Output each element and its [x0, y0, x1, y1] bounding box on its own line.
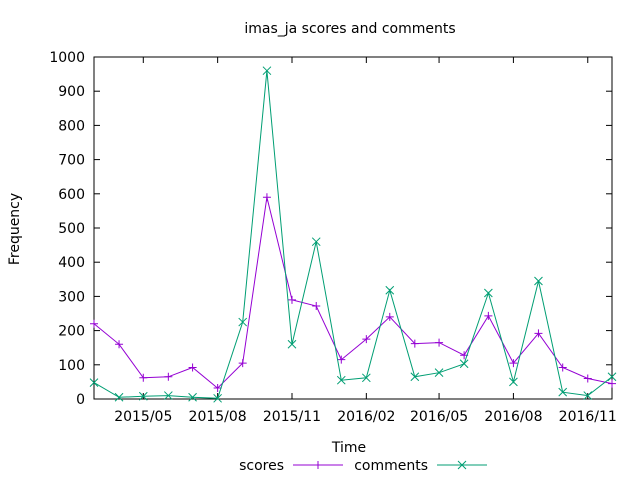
data-point-scores	[287, 295, 296, 304]
y-tick-label: 800	[58, 118, 85, 134]
data-point-scores	[558, 363, 567, 372]
data-point-scores	[188, 363, 197, 372]
y-tick-label: 100	[58, 358, 85, 374]
data-point-comments	[583, 391, 593, 400]
data-point-scores	[385, 312, 394, 321]
data-point-scores	[262, 193, 271, 202]
data-point-scores	[337, 355, 346, 364]
data-point-scores	[213, 384, 222, 393]
data-point-comments	[89, 378, 99, 387]
y-axis-label: Frequency	[7, 193, 23, 265]
x-tick-label: 2015/08	[189, 409, 247, 425]
data-point-comments	[459, 359, 469, 369]
x-axis-label: Time	[331, 440, 366, 456]
data-point-comments	[361, 373, 371, 383]
y-tick-label: 900	[58, 84, 85, 100]
legend-label-scores: scores	[239, 458, 284, 474]
legend: scores comments	[239, 458, 487, 474]
data-point-comments	[434, 368, 444, 378]
x-tick-label: 2015/11	[263, 409, 321, 425]
y-tick-label: 0	[76, 392, 85, 408]
x-tick-label: 2016/08	[484, 409, 542, 425]
data-point-scores	[238, 359, 247, 368]
data-point-scores	[410, 339, 419, 348]
series-scores	[90, 193, 616, 393]
y-tick-label: 600	[58, 187, 85, 203]
y-tick-label: 300	[58, 289, 85, 305]
data-point-scores	[312, 301, 321, 310]
data-point-scores	[484, 311, 493, 320]
x-tick-label: 2015/05	[114, 409, 172, 425]
x-tick-label: 2016/11	[559, 409, 617, 425]
series-line-comments	[93, 70, 613, 399]
series-line-scores	[93, 197, 613, 389]
data-point-comments	[238, 317, 248, 327]
data-point-scores	[583, 374, 592, 383]
legend-label-comments: comments	[354, 458, 428, 474]
data-point-comments	[213, 393, 222, 403]
data-point-scores	[164, 372, 173, 381]
y-tick-label: 500	[58, 221, 85, 237]
data-point-comments	[336, 375, 346, 385]
data-point-comments	[410, 372, 420, 382]
data-point-scores	[139, 373, 148, 382]
legend-item-scores: scores	[239, 458, 343, 474]
data-point-scores	[90, 319, 98, 328]
data-point-comments	[534, 276, 543, 286]
plot-border	[93, 56, 613, 400]
data-point-comments	[188, 392, 197, 402]
data-point-scores	[608, 379, 616, 388]
y-tick-label: 1000	[49, 50, 85, 66]
x-tick-label: 2016/02	[337, 409, 395, 425]
y-tick-label: 400	[58, 255, 85, 271]
legend-marker-comments	[457, 460, 467, 470]
y-tick-label: 700	[58, 153, 85, 169]
data-point-comments	[287, 339, 297, 349]
legend-item-comments: comments	[354, 458, 487, 474]
series-comments	[89, 66, 617, 403]
data-point-scores	[509, 359, 518, 368]
data-point-comments	[558, 387, 568, 397]
data-point-comments	[163, 391, 173, 400]
data-point-scores	[435, 338, 444, 347]
x-tick-label: 2016/05	[410, 409, 468, 425]
data-point-comments	[138, 391, 148, 401]
y-tick-label: 200	[58, 324, 85, 340]
axes: 0 100 200 300 400 500 600 700 800 900 1000 2015/05 2…	[49, 50, 616, 425]
data-point-scores	[362, 335, 371, 344]
data-point-comments	[262, 66, 272, 76]
chart-title: imas_ja scores and comments	[244, 21, 455, 37]
data-point-comments	[484, 288, 493, 298]
legend-marker-scores	[314, 461, 322, 469]
data-point-scores	[115, 340, 124, 349]
data-point-scores	[534, 329, 543, 338]
series-layer	[89, 66, 617, 403]
data-point-comments	[607, 372, 617, 382]
data-point-comments	[509, 377, 518, 387]
data-point-comments	[385, 285, 395, 295]
data-point-comments	[311, 237, 321, 247]
data-point-comments	[114, 392, 124, 402]
